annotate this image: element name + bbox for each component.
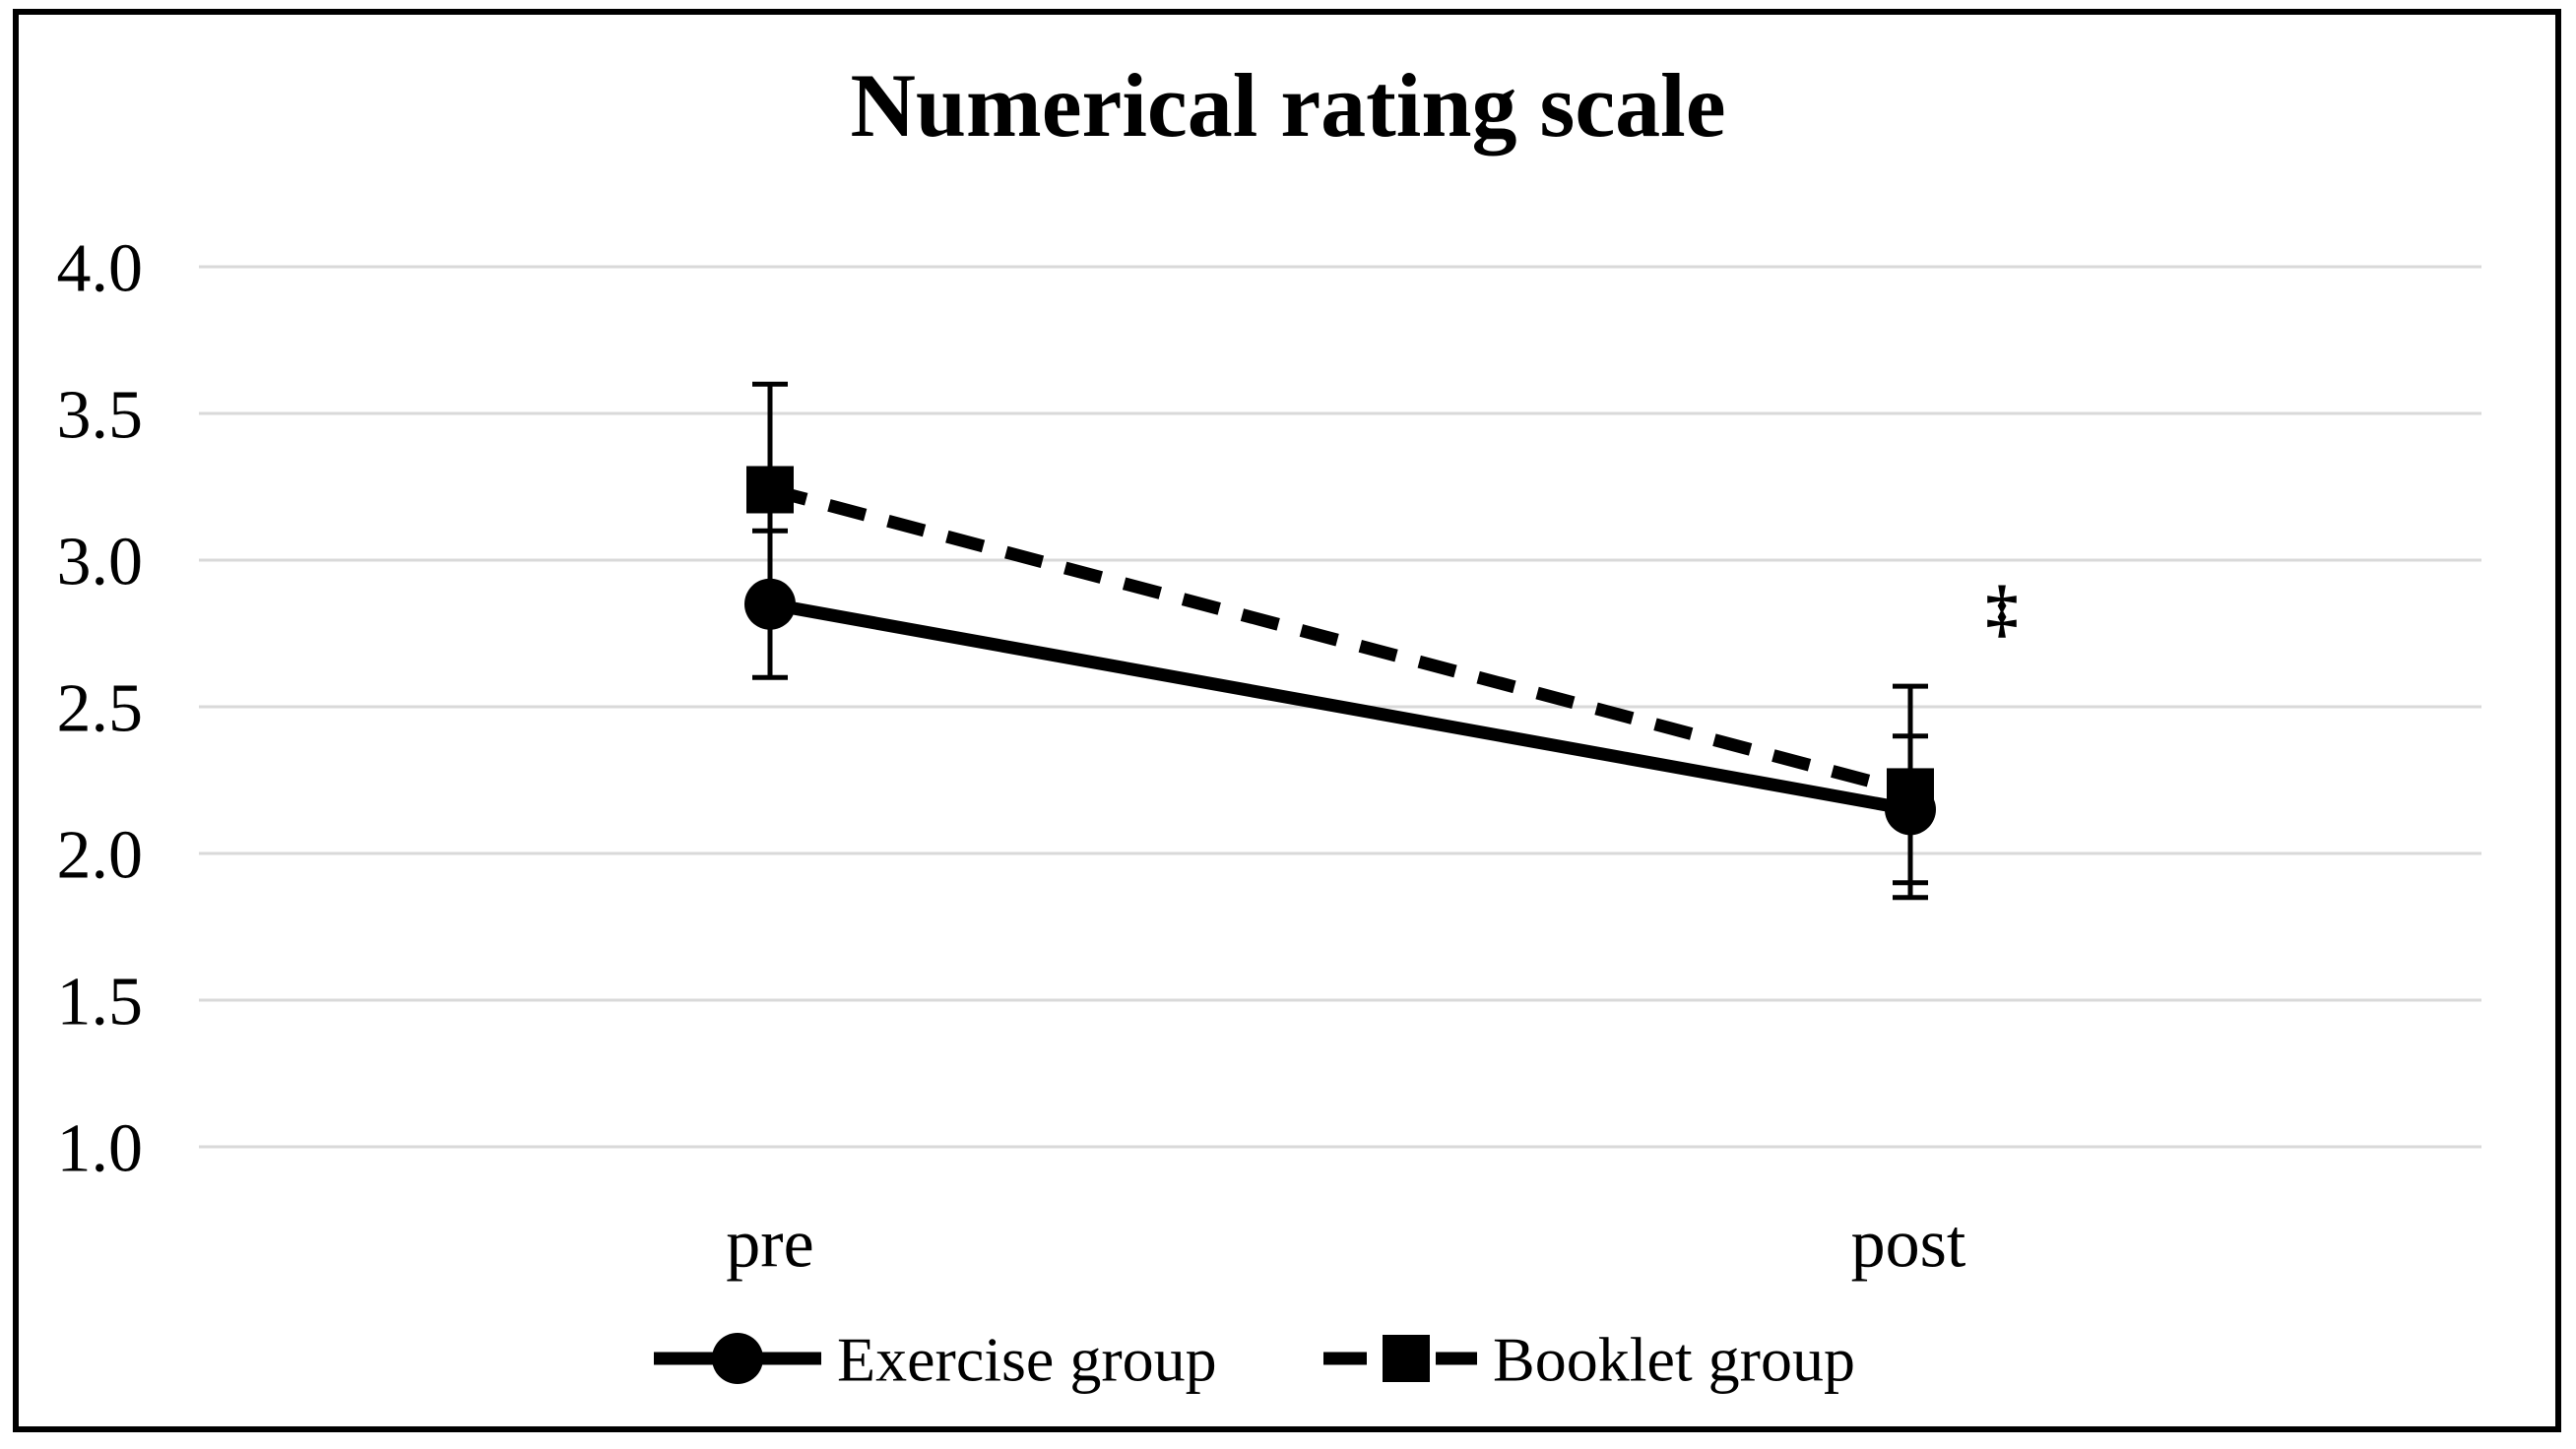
- series-line-layer: [768, 483, 1912, 816]
- series-marker-layer: [744, 466, 1936, 836]
- marker-square-booklet-group-post: [1887, 768, 1934, 816]
- chart-title: Numerical rating scale: [850, 55, 1725, 156]
- x-tick-label-post: post: [1851, 1207, 1966, 1283]
- legend: [654, 1333, 1477, 1384]
- series-line-booklet-group: [768, 483, 1912, 798]
- legend-marker-square: [1383, 1335, 1430, 1382]
- legend-label-booklet-group: Booklet group: [1493, 1324, 1855, 1394]
- legend-label-exercise-group: Exercise group: [837, 1324, 1217, 1394]
- y-tick-label-3.5: 3.5: [57, 378, 144, 454]
- legend-marker-circle: [712, 1333, 763, 1384]
- y-tick-label-2.0: 2.0: [57, 818, 144, 894]
- chart-border-frame: [13, 9, 2561, 1432]
- y-tick-label-1.0: 1.0: [57, 1111, 144, 1187]
- y-tick-label-3.0: 3.0: [57, 525, 144, 600]
- y-tick-label-4.0: 4.0: [57, 231, 144, 307]
- marker-square-booklet-group-pre: [746, 466, 794, 514]
- series-line-exercise-group: [768, 598, 1912, 816]
- significance-annotation: ‡: [1986, 573, 2019, 645]
- x-tick-label-pre: pre: [726, 1207, 813, 1283]
- marker-circle-exercise-group-pre: [744, 578, 796, 630]
- y-tick-label-1.5: 1.5: [57, 965, 144, 1040]
- y-tick-label-2.5: 2.5: [57, 671, 144, 747]
